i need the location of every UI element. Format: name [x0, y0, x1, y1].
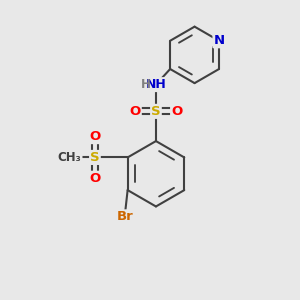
Text: S: S [151, 105, 161, 118]
Text: NH: NH [146, 78, 166, 91]
Text: CH₃: CH₃ [58, 151, 82, 164]
Text: S: S [90, 151, 100, 164]
Text: O: O [130, 105, 141, 118]
Text: N: N [214, 34, 225, 47]
Text: O: O [171, 105, 182, 118]
Text: Br: Br [116, 210, 133, 224]
Text: O: O [89, 172, 100, 185]
Text: H: H [141, 78, 151, 91]
Text: O: O [89, 130, 100, 143]
